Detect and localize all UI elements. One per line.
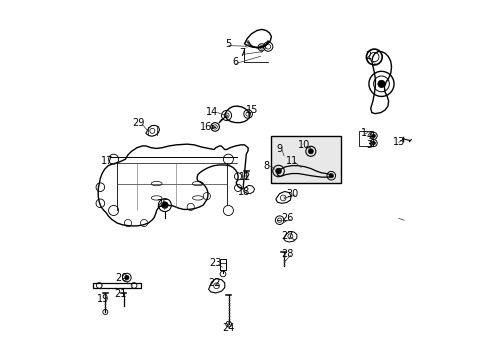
Circle shape xyxy=(308,149,313,154)
Circle shape xyxy=(377,80,384,87)
Text: 27: 27 xyxy=(281,231,293,240)
Text: 11: 11 xyxy=(285,156,297,166)
Text: 2: 2 xyxy=(365,51,370,61)
Text: 13: 13 xyxy=(392,138,404,147)
Text: 23: 23 xyxy=(209,258,222,268)
Text: 8: 8 xyxy=(263,161,269,171)
Text: 6: 6 xyxy=(232,57,239,67)
Text: 25: 25 xyxy=(156,199,169,210)
Text: 26: 26 xyxy=(281,213,293,223)
Text: 17: 17 xyxy=(101,156,114,166)
Circle shape xyxy=(275,168,281,174)
Text: 1: 1 xyxy=(361,129,366,138)
Text: 15: 15 xyxy=(245,105,257,115)
Text: 29: 29 xyxy=(132,118,144,128)
Text: 19: 19 xyxy=(97,294,109,305)
Text: 5: 5 xyxy=(225,39,231,49)
Text: 3: 3 xyxy=(366,140,371,150)
Text: 12: 12 xyxy=(239,172,251,182)
Circle shape xyxy=(162,202,168,208)
Circle shape xyxy=(371,141,375,145)
FancyBboxPatch shape xyxy=(270,136,340,183)
Text: 30: 30 xyxy=(285,189,298,199)
Circle shape xyxy=(328,174,333,178)
Text: 28: 28 xyxy=(281,249,293,259)
Circle shape xyxy=(124,275,129,280)
Text: 24: 24 xyxy=(222,323,234,333)
Text: 14: 14 xyxy=(205,107,218,117)
Text: 20: 20 xyxy=(116,273,128,283)
Text: 7: 7 xyxy=(239,48,245,58)
Text: 16: 16 xyxy=(200,122,212,132)
Bar xyxy=(359,131,372,146)
Text: 10: 10 xyxy=(297,140,309,150)
Text: 21: 21 xyxy=(114,289,127,299)
Bar xyxy=(220,259,225,270)
Text: 18: 18 xyxy=(237,187,249,197)
Text: 4: 4 xyxy=(366,131,371,141)
Text: 9: 9 xyxy=(276,144,282,154)
Circle shape xyxy=(371,134,375,138)
Text: 22: 22 xyxy=(208,278,220,288)
